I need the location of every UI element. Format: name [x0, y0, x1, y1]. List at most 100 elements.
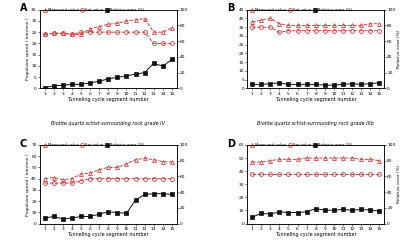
Measured value: [170, 26, 174, 29]
Measured value: [277, 158, 282, 161]
Measured value: [106, 166, 111, 169]
Set value: [322, 29, 327, 32]
Relative error (%): [142, 71, 147, 74]
Measured value: [133, 158, 138, 161]
Measured value: [259, 161, 264, 164]
Relative error (%): [377, 209, 382, 212]
Relative error (%): [60, 217, 65, 220]
Measured value: [60, 178, 65, 181]
Line: Measured value: Measured value: [250, 17, 381, 27]
Measured value: [124, 19, 129, 22]
Measured value: [377, 22, 382, 25]
Relative error (%): [250, 216, 254, 219]
Set value: [142, 31, 147, 34]
Set value: [151, 177, 156, 180]
Y-axis label: Propulsion speed ( mm/min ): Propulsion speed ( mm/min ): [26, 18, 30, 80]
Relative error (%): [350, 209, 354, 212]
Relative error (%): [277, 210, 282, 213]
Set value: [42, 33, 47, 36]
Set value: [268, 26, 273, 29]
Measured value: [295, 158, 300, 161]
Relative error (%): [250, 83, 254, 86]
Relative error (%): [286, 83, 291, 86]
Set value: [115, 31, 120, 34]
Set value: [332, 172, 336, 175]
Measured value: [250, 161, 254, 164]
Set value: [42, 182, 47, 185]
Relative error (%): [42, 217, 47, 219]
Relative error (%): [160, 192, 165, 195]
Set value: [78, 31, 83, 34]
Measured value: [142, 157, 147, 160]
Measured value: [304, 24, 309, 27]
Measured value: [78, 33, 83, 36]
Set value: [277, 31, 282, 34]
Measured value: [106, 23, 111, 26]
Relative error (%): [359, 208, 364, 211]
Measured value: [78, 173, 83, 176]
Relative error (%): [106, 210, 111, 213]
Relative error (%): [51, 85, 56, 87]
Y-axis label: Relative error (%): Relative error (%): [397, 30, 400, 68]
Measured value: [70, 33, 74, 36]
Relative error (%): [277, 81, 282, 84]
Set value: [160, 177, 165, 180]
Legend: Measured value, Set value, Relative error (%): Measured value, Set value, Relative erro…: [250, 8, 352, 12]
Measured value: [51, 32, 56, 35]
Legend: Measured value, Set value, Relative error (%): Measured value, Set value, Relative erro…: [42, 143, 145, 148]
Line: Measured value: Measured value: [43, 156, 174, 182]
Relative error (%): [377, 81, 382, 84]
Relative error (%): [332, 209, 336, 212]
Set value: [286, 29, 291, 32]
Set value: [368, 172, 373, 175]
Measured value: [42, 33, 47, 36]
Line: Relative error (%): Relative error (%): [43, 58, 174, 89]
Measured value: [322, 156, 327, 159]
Relative error (%): [115, 211, 120, 214]
Relative error (%): [70, 217, 74, 219]
Set value: [295, 172, 300, 175]
Set value: [97, 177, 102, 180]
Relative error (%): [124, 74, 129, 77]
Set value: [304, 172, 309, 175]
Measured value: [304, 156, 309, 159]
Relative error (%): [295, 211, 300, 214]
Relative error (%): [350, 82, 354, 85]
Set value: [170, 42, 174, 45]
Measured value: [97, 168, 102, 171]
Measured value: [313, 24, 318, 27]
Measured value: [350, 156, 354, 159]
Measured value: [295, 24, 300, 27]
Relative error (%): [51, 215, 56, 218]
Relative error (%): [170, 193, 174, 196]
Set value: [160, 42, 165, 45]
Set value: [60, 32, 65, 35]
X-axis label: Tunneling cycle segment number: Tunneling cycle segment number: [275, 97, 356, 102]
X-axis label: Tunneling cycle segment number: Tunneling cycle segment number: [68, 97, 149, 102]
Relative error (%): [322, 84, 327, 87]
Measured value: [322, 24, 327, 27]
Measured value: [151, 31, 156, 34]
Line: Set value: Set value: [43, 30, 174, 45]
Text: B: B: [227, 3, 234, 13]
Measured value: [115, 22, 120, 25]
Measured value: [268, 159, 273, 162]
X-axis label: Tunneling cycle segment number: Tunneling cycle segment number: [275, 232, 356, 237]
Relative error (%): [88, 81, 92, 84]
Line: Relative error (%): Relative error (%): [250, 81, 381, 87]
Set value: [350, 29, 354, 32]
Relative error (%): [295, 83, 300, 86]
Legend: Measured value, Set value, Relative error (%): Measured value, Set value, Relative erro…: [250, 143, 352, 148]
Text: Biotite quartz schist-surrounding rock grade IV: Biotite quartz schist-surrounding rock g…: [51, 121, 165, 126]
Text: D: D: [227, 139, 235, 149]
Measured value: [70, 177, 74, 180]
Relative error (%): [115, 76, 120, 79]
Set value: [259, 172, 264, 175]
Measured value: [88, 27, 92, 30]
Measured value: [341, 156, 346, 159]
Set value: [368, 29, 373, 32]
Relative error (%): [332, 84, 336, 87]
Set value: [322, 172, 327, 175]
Measured value: [286, 24, 291, 27]
Set value: [78, 179, 83, 182]
